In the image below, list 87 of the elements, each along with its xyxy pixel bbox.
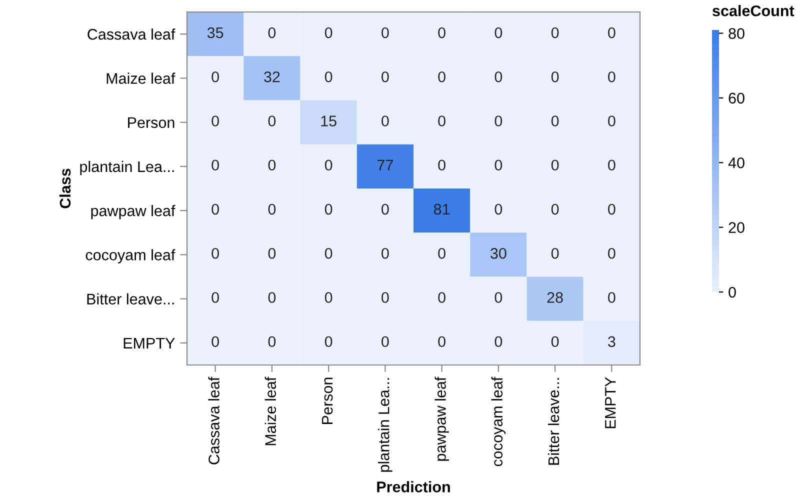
- x-tick-label: Person: [322, 378, 333, 424]
- x-axis-title: Prediction: [377, 481, 450, 492]
- color-bar-label: 0: [728, 286, 736, 298]
- data-label: 0: [212, 336, 219, 348]
- data-label: 15: [321, 116, 336, 126]
- data-label: 30: [490, 248, 506, 259]
- data-label: 3: [608, 336, 616, 348]
- data-label: 0: [268, 248, 276, 259]
- data-label: 0: [438, 27, 446, 38]
- data-label: 0: [268, 116, 276, 126]
- x-tick-label: Bitter leave...: [548, 378, 560, 465]
- data-label: 0: [268, 336, 276, 348]
- data-label: 0: [382, 336, 389, 348]
- data-label: 0: [551, 27, 559, 38]
- data-label: 0: [268, 204, 276, 215]
- color-bar-title: scaleCount: [712, 5, 794, 16]
- y-tick-label: Maize leaf: [106, 72, 176, 84]
- data-label: 0: [438, 71, 446, 82]
- data-label: 0: [608, 71, 616, 82]
- data-label: 0: [551, 248, 559, 259]
- color-bar-label: 80: [728, 28, 744, 39]
- data-label: 0: [608, 160, 616, 171]
- data-label: 0: [494, 27, 502, 38]
- data-label: 0: [382, 204, 389, 215]
- x-tick-label: cocoyam leaf: [491, 376, 506, 466]
- data-label: 0: [382, 27, 389, 38]
- data-label: 35: [207, 27, 224, 38]
- y-tick-label: cocoyam leaf: [86, 249, 176, 264]
- y-tick-label: Person: [128, 117, 174, 128]
- data-label: 0: [324, 248, 332, 259]
- y-tick-label: pawpaw leaf: [91, 205, 176, 220]
- data-label: 0: [212, 71, 219, 82]
- data-label: 0: [494, 336, 502, 348]
- data-label: 0: [551, 116, 559, 126]
- data-label: 0: [324, 71, 332, 82]
- color-bar-label: 20: [728, 222, 744, 233]
- data-label: 0: [438, 336, 446, 348]
- data-label: 0: [438, 248, 446, 259]
- data-label: 0: [382, 116, 389, 126]
- data-label: 0: [551, 160, 559, 171]
- data-label: 0: [268, 292, 276, 303]
- data-label: 0: [324, 160, 332, 171]
- y-tick-label: EMPTY: [124, 338, 175, 348]
- data-label: 0: [551, 336, 559, 348]
- data-label: 0: [551, 204, 559, 215]
- data-label: 0: [438, 116, 446, 126]
- data-label: 0: [494, 116, 502, 126]
- color-bar-label: 60: [728, 92, 744, 104]
- data-label: 0: [494, 204, 502, 215]
- y-tick-label: Cassava leaf: [88, 28, 176, 40]
- y-tick-label: Bitter leave...: [87, 293, 174, 304]
- data-label: 0: [494, 160, 502, 171]
- data-label: 0: [608, 204, 616, 215]
- color-bar-label: 40: [728, 157, 744, 168]
- data-label: 0: [551, 71, 559, 82]
- data-label: 32: [264, 71, 280, 82]
- data-label: 0: [494, 292, 502, 303]
- x-tick-label: plantain Lea...: [378, 378, 392, 472]
- data-label: 0: [608, 248, 616, 259]
- data-label: 0: [212, 116, 219, 126]
- data-label: 0: [494, 71, 502, 82]
- data-label: 77: [377, 160, 393, 170]
- data-label: 0: [212, 248, 219, 259]
- x-tick-label: Maize leaf: [264, 376, 276, 446]
- data-label: 0: [438, 160, 446, 171]
- data-label: 0: [324, 27, 332, 38]
- data-label: 0: [382, 292, 389, 303]
- data-label: 0: [608, 292, 616, 303]
- data-label: 0: [212, 160, 219, 171]
- data-label: 0: [324, 292, 332, 303]
- data-label: 0: [324, 336, 332, 348]
- y-axis-title: Class: [59, 168, 71, 208]
- data-label: 28: [547, 292, 563, 303]
- data-label: 0: [382, 71, 389, 82]
- data-label: 0: [268, 160, 276, 171]
- x-tick-label: pawpaw leaf: [434, 376, 449, 461]
- y-tick-label: plantain Lea...: [80, 160, 174, 176]
- data-label: 0: [212, 292, 219, 303]
- data-label: 0: [268, 27, 276, 38]
- x-tick-label: EMPTY: [605, 377, 616, 428]
- data-label: 0: [324, 204, 332, 215]
- data-label: 0: [382, 248, 389, 259]
- data-label: 0: [438, 292, 446, 303]
- data-label: 0: [608, 116, 616, 126]
- data-label: 0: [608, 27, 616, 38]
- data-label: 0: [212, 204, 219, 215]
- data-label: 81: [434, 204, 450, 215]
